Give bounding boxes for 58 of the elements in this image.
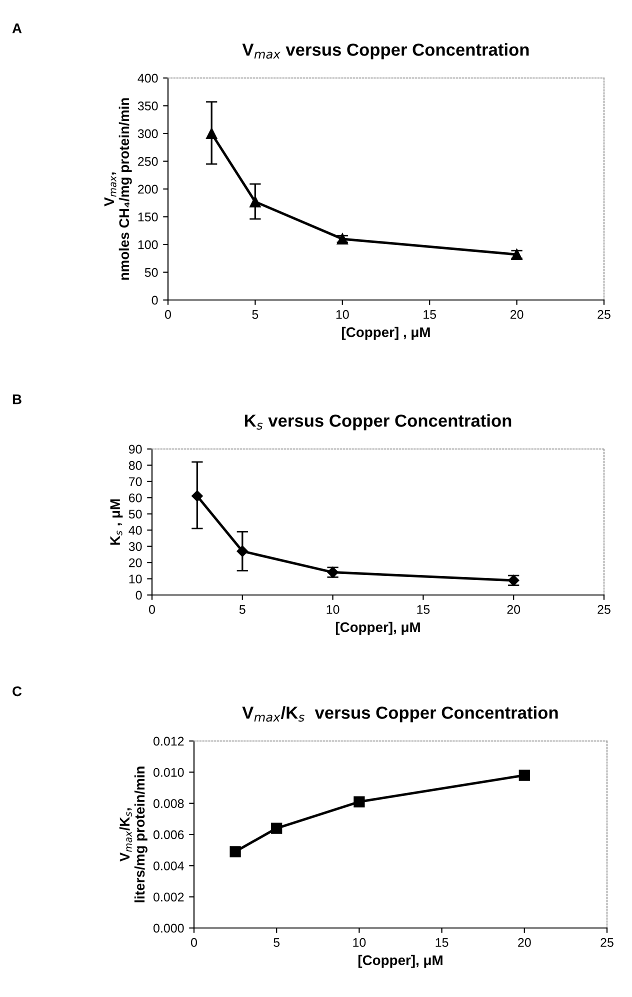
y-tick-label: 60	[129, 493, 142, 502]
x-tick-label: 15	[417, 605, 430, 614]
y-tick-label: 300	[138, 129, 158, 138]
text: B	[12, 394, 22, 404]
chart-title: V$_{max}$/K$_{s}$ versus Copper Concentration	[242, 706, 558, 722]
y-tick-label: 350	[138, 102, 158, 110]
y-tick-label: 200	[138, 184, 158, 194]
y-tick-label: 100	[138, 240, 158, 250]
point	[518, 770, 530, 781]
x-axis-title: [Copper], μM	[358, 954, 442, 968]
x-tick-label: 5	[274, 938, 280, 947]
point	[230, 846, 241, 858]
x-tick-label: 0	[191, 938, 197, 947]
x-tick-label: 20	[510, 310, 524, 319]
x-tick-label: 5	[239, 605, 246, 614]
x-tick-label: 10	[353, 938, 366, 947]
y-tick-label: 0.012	[153, 736, 184, 746]
y-tick-label: 10	[129, 574, 142, 584]
point	[354, 796, 365, 808]
text: C	[12, 686, 22, 696]
y-axis-title: V$_{max}$/K$_{s}$, liters/mg protein/min	[119, 766, 148, 902]
y-tick-label: 20	[129, 558, 142, 568]
y-tick-label: 30	[128, 542, 142, 551]
x-tick-label: 15	[424, 310, 436, 319]
x-tick-label: 15	[436, 938, 448, 947]
y-tick-label: 0.008	[153, 799, 184, 808]
x-tick-label: 25	[600, 938, 614, 947]
y-tick-label: 70	[129, 477, 142, 486]
y-tick-label: 0	[152, 296, 158, 305]
text: A	[12, 24, 22, 34]
y-tick-label: 0.004	[153, 861, 184, 870]
y-axis-title: K$_{s}$ , μM	[110, 499, 123, 545]
y-axis-title: V$_{max}$, nmoles CH₄/mg protein/min	[104, 98, 132, 280]
x-tick-label: 10	[326, 605, 340, 614]
y-tick-label: 40	[128, 526, 142, 535]
y-tick-label: 80	[128, 461, 142, 470]
y-tick-label: 50	[128, 510, 142, 519]
x-tick-label: 20	[518, 938, 531, 947]
y-tick-label: 150	[138, 212, 158, 222]
y-tick-label: 0.002	[153, 892, 184, 902]
x-axis-title: [Copper], μM	[336, 622, 420, 635]
x-tick-label: 25	[598, 310, 610, 319]
x-tick-label: 10	[336, 310, 349, 319]
x-tick-label: 5	[252, 310, 258, 319]
y-tick-label: 0.000	[153, 924, 184, 933]
x-axis-title: [Copper] , μM	[342, 326, 430, 340]
y-tick-label: 0.006	[153, 830, 184, 840]
x-tick-label: 20	[507, 605, 520, 614]
y-tick-label: 50	[144, 268, 158, 277]
y-tick-label: 0.010	[153, 768, 184, 777]
chart-title: K$_{s}$ versus Copper Concentration	[244, 414, 512, 430]
y-tick-label: 0	[136, 590, 142, 600]
x-tick-label: 25	[598, 605, 610, 614]
y-tick-label: 90	[128, 444, 142, 454]
chart-title: V$_{max}$ versus Copper Concentration	[242, 43, 529, 60]
point	[271, 822, 282, 834]
y-tick-label: 250	[138, 157, 158, 166]
y-tick-label: 400	[138, 74, 158, 83]
